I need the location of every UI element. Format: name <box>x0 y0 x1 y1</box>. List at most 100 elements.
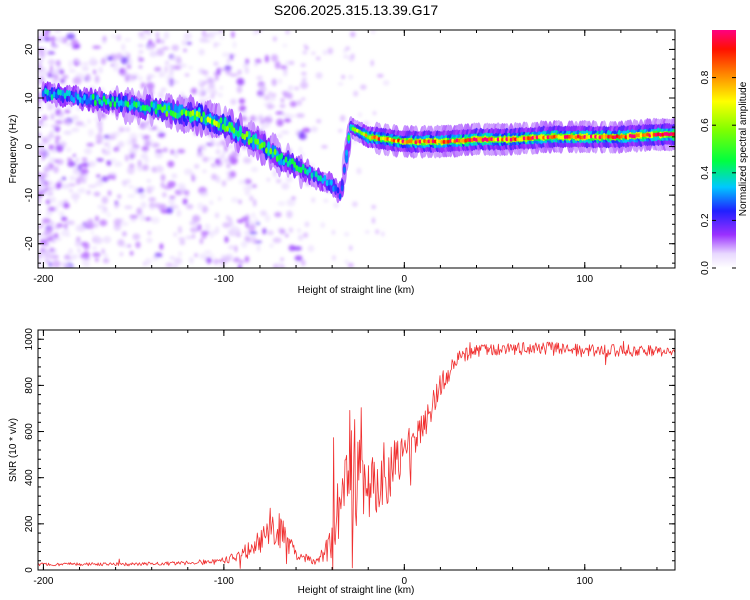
spectrogram-noise <box>146 179 152 183</box>
spectrogram-noise <box>94 222 99 229</box>
spectrogram-noise <box>294 86 300 91</box>
spectrogram-noise <box>279 104 286 108</box>
spectrogram-noise <box>338 129 343 133</box>
spectrogram-noise <box>81 66 89 72</box>
spectrogram-cell <box>59 89 63 96</box>
spectrogram-cell <box>388 137 392 142</box>
spectrogram-noise <box>38 254 43 260</box>
spectrogram-noise <box>82 251 90 260</box>
spectrogram-noise <box>230 197 239 203</box>
spectrogram-cell <box>663 131 667 136</box>
spectrogram-cell <box>195 110 199 117</box>
spectrogram-noise <box>153 202 162 209</box>
spectrogram-cell <box>444 140 448 144</box>
spectrogram-noise <box>337 82 344 86</box>
spectrogram-cell <box>436 139 439 144</box>
spectrogram-noise <box>83 242 90 251</box>
spectrogram-noise <box>99 219 108 227</box>
spectrogram-noise <box>244 178 252 185</box>
spectrogram-cell <box>275 155 279 162</box>
spectrogram-noise <box>215 148 221 155</box>
spectrogram-noise <box>41 153 45 161</box>
spectrogram-noise <box>121 43 126 51</box>
spectrogram-noise <box>199 238 204 245</box>
spectrogram-noise <box>323 199 329 203</box>
spectrogram-cell <box>459 138 463 143</box>
spectrogram-noise <box>47 253 55 260</box>
spectrogram-cell <box>48 90 52 97</box>
spectrogram-noise <box>115 145 120 151</box>
spectrogram-cell <box>626 134 630 139</box>
spectrogram-noise <box>94 215 99 222</box>
spectrogram-noise <box>332 255 336 261</box>
spectrogram-cell <box>572 135 576 140</box>
spectrogram-noise <box>263 103 268 107</box>
spectrogram-cell <box>239 130 242 137</box>
spectrogram-noise <box>53 232 59 239</box>
figure-title: S206.2025.315.13.39.G17 <box>274 2 438 18</box>
spectrogram-noise <box>76 169 81 176</box>
spectrogram-noise <box>288 227 293 233</box>
spectrogram-noise <box>140 201 147 209</box>
spectrogram-cell <box>100 100 104 107</box>
spectrogram-noise <box>80 253 84 259</box>
spectrogram-cell <box>91 93 95 100</box>
spectrogram-noise <box>212 259 218 264</box>
spectrogram-noise <box>143 30 150 34</box>
spectrogram-cell <box>184 109 188 117</box>
spectrogram-noise <box>286 198 296 207</box>
spectrogram-xtick-label: 100 <box>576 274 593 285</box>
spectrogram-noise <box>245 58 250 65</box>
spectrogram-noise <box>137 44 144 48</box>
spectrogram-cell <box>362 132 366 137</box>
spectrogram-cell <box>641 133 645 138</box>
spectrogram-noise <box>168 78 175 86</box>
spectrogram-noise <box>208 83 215 89</box>
spectrogram-noise <box>201 231 207 239</box>
spectrogram-cell <box>390 138 394 143</box>
spectrogram-frame <box>37 29 676 269</box>
spectrogram-cell <box>563 135 567 139</box>
spectrogram-noise <box>114 200 119 205</box>
spectrogram-cell <box>672 132 675 137</box>
snr-xtick-label: 100 <box>576 576 593 587</box>
colorbar-tick-label: 0.4 <box>700 165 711 179</box>
spectrogram-noise <box>167 160 175 168</box>
colorbar-tick-label: 0.8 <box>700 70 711 84</box>
spectrogram-noise <box>51 36 56 40</box>
spectrogram-cell <box>605 134 608 139</box>
spectrogram-noise <box>190 173 195 180</box>
spectrogram-noise <box>144 217 152 221</box>
spectrogram-noise <box>194 253 198 258</box>
spectrogram-noise <box>221 180 227 187</box>
spectrogram-noise <box>256 244 261 252</box>
spectrogram-noise <box>311 197 316 203</box>
spectrogram-noise <box>169 195 176 200</box>
spectrogram-noise <box>80 162 90 168</box>
spectrogram-cell <box>602 135 606 140</box>
spectrogram-cell <box>176 112 180 120</box>
spectrogram-cell <box>496 137 500 142</box>
spectrogram-noise <box>271 93 277 97</box>
spectrogram-cell <box>93 99 97 107</box>
spectrogram-noise <box>38 129 41 133</box>
spectrogram-noise <box>83 62 89 66</box>
spectrogram-noise <box>159 243 164 250</box>
spectrogram-noise <box>53 159 60 163</box>
spectrogram-cell <box>295 164 299 172</box>
spectrogram-noise <box>127 244 131 248</box>
spectrogram-cell <box>282 159 286 166</box>
spectrogram-noise <box>209 254 215 258</box>
spectrogram-cell <box>628 133 632 138</box>
spectrogram-noise <box>168 198 175 206</box>
spectrogram-cell <box>566 134 569 139</box>
spectrogram-noise <box>61 183 70 190</box>
spectrogram-noise <box>250 166 259 173</box>
spectrogram-noise <box>239 105 247 112</box>
spectrogram-noise <box>171 173 178 179</box>
spectrogram-noise <box>225 69 232 75</box>
spectrogram-noise <box>95 133 103 141</box>
spectrogram-noise <box>178 237 186 241</box>
spectrogram-noise <box>126 138 133 146</box>
